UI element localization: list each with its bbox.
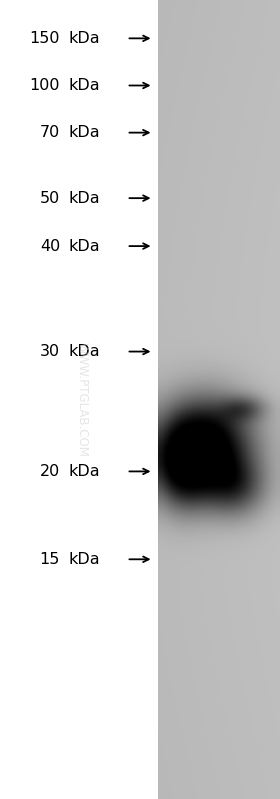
Text: kDa: kDa: [68, 344, 100, 359]
Text: 50: 50: [40, 191, 60, 205]
Text: kDa: kDa: [68, 78, 100, 93]
Text: 20: 20: [40, 464, 60, 479]
Text: 70: 70: [40, 125, 60, 140]
Text: kDa: kDa: [68, 125, 100, 140]
Text: 30: 30: [40, 344, 60, 359]
Text: 100: 100: [30, 78, 60, 93]
Text: 15: 15: [40, 552, 60, 566]
Text: 40: 40: [40, 239, 60, 253]
Text: kDa: kDa: [68, 191, 100, 205]
Text: kDa: kDa: [68, 239, 100, 253]
Text: WWW.PTGLAB.COM: WWW.PTGLAB.COM: [76, 342, 89, 457]
Text: kDa: kDa: [68, 552, 100, 566]
Text: 150: 150: [30, 31, 60, 46]
Text: kDa: kDa: [68, 464, 100, 479]
Text: kDa: kDa: [68, 31, 100, 46]
